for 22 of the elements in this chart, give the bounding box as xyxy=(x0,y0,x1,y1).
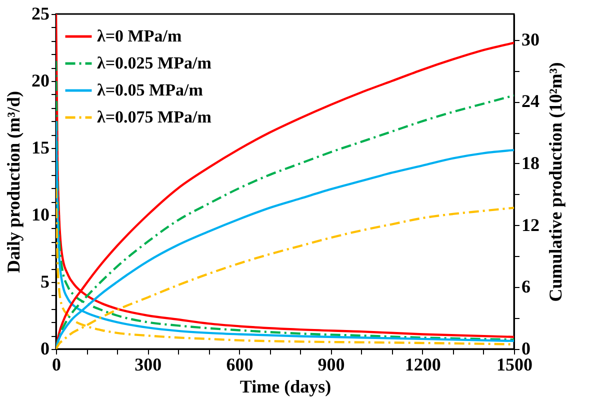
legend-label: λ=0.075 MPa/m xyxy=(97,108,212,126)
y2-tick-label: 30 xyxy=(522,29,540,50)
y-tick-label: 20 xyxy=(32,70,50,90)
x-tick-label: 600 xyxy=(226,354,254,374)
x-tick-label: 900 xyxy=(318,354,345,374)
y-tick-label: 15 xyxy=(32,138,50,158)
y2-axis-title: Cumulative production (10²m³) xyxy=(546,62,566,302)
y2-tick-label: 24 xyxy=(522,91,540,112)
y-axis-title: Daily production (m³/d) xyxy=(4,90,24,274)
legend-label: λ=0.025 MPa/m xyxy=(97,54,212,72)
y-tick-label: 0 xyxy=(40,338,50,358)
y2-tick-label: 12 xyxy=(522,214,540,235)
y-tick-label: 10 xyxy=(32,204,50,224)
x-tick-label: 1200 xyxy=(404,354,441,374)
y2-tick-label: 6 xyxy=(522,276,530,297)
legend-label: λ=0 MPa/m xyxy=(97,26,182,46)
x-tick-label: 300 xyxy=(134,354,162,374)
y-tick-label: 25 xyxy=(32,4,50,24)
y2-tick-label: 18 xyxy=(522,152,540,173)
y-tick-label: 5 xyxy=(40,272,50,292)
legend-label: λ=0.05 MPa/m xyxy=(97,80,203,100)
x-axis-title: Time (days) xyxy=(240,376,332,396)
